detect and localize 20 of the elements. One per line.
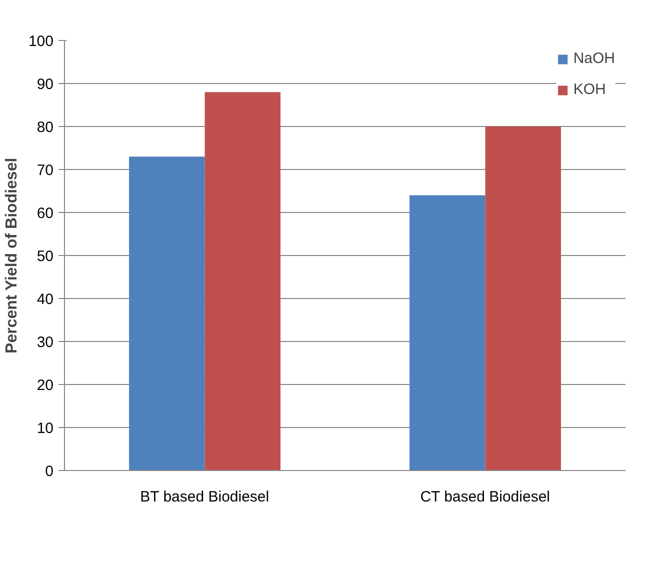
y-tick-label: 70 <box>36 162 54 179</box>
legend-label: KOH <box>573 81 606 98</box>
y-tick-label: 30 <box>36 334 54 351</box>
bar <box>204 92 280 470</box>
y-tick-label: 50 <box>36 248 54 265</box>
y-tick-label: 100 <box>28 33 54 50</box>
y-tick-label: 40 <box>36 291 54 308</box>
legend-label: NaOH <box>573 50 615 67</box>
y-tick-label: 20 <box>36 377 54 394</box>
y-tick-label: 10 <box>36 420 54 437</box>
y-tick-label: 80 <box>36 119 54 136</box>
x-tick-label: BT based Biodiesel <box>140 488 270 506</box>
y-tick-label: 90 <box>36 76 54 93</box>
bar <box>129 156 205 470</box>
bar <box>410 195 486 470</box>
y-tick-label: 0 <box>45 463 54 480</box>
y-axis-title: Percent Yield of Biodiesel <box>3 158 20 354</box>
x-tick-label: CT based Biodiesel <box>420 488 550 506</box>
y-tick-label: 60 <box>36 205 54 222</box>
bar <box>485 126 561 470</box>
